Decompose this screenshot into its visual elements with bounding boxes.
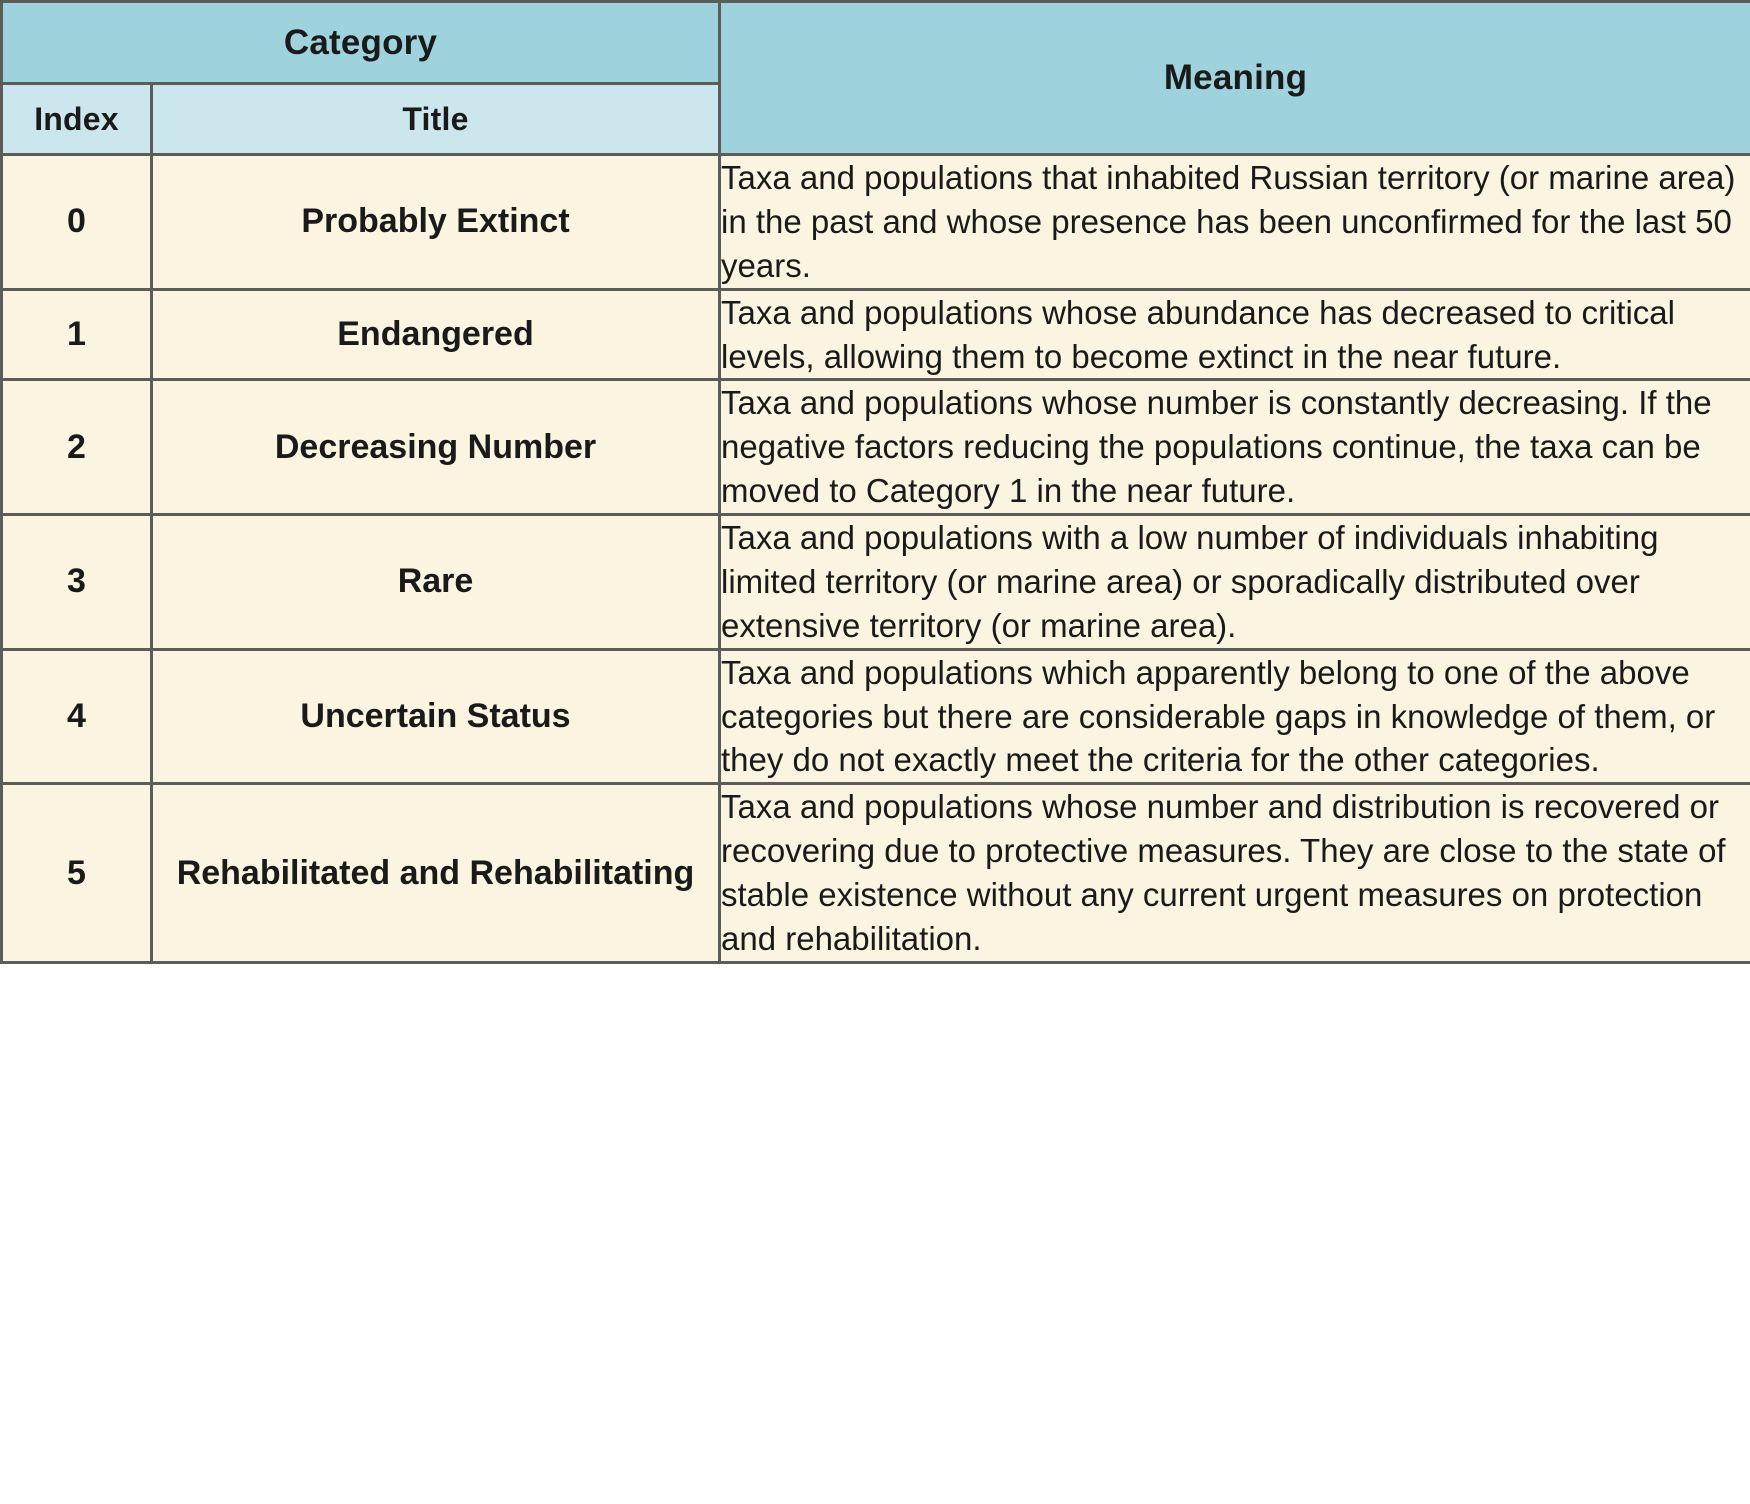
cell-title: Endangered [150,287,721,382]
cell-index: 1 [0,287,153,382]
table-row: 5 Rehabilitated and Rehabilitating Taxa … [0,782,1750,964]
header-category: Category [0,0,721,85]
table-row: 1 Endangered Taxa and populations whose … [0,287,1750,382]
table-row: 4 Uncertain Status Taxa and populations … [0,647,1750,786]
table-row: 0 Probably Extinct Taxa and populations … [0,153,1750,291]
header-title: Title [150,82,721,156]
cell-index: 4 [0,647,153,786]
header-row-top: Category Meaning [0,0,1750,156]
table-row: 3 Rare Taxa and populations with a low n… [0,513,1750,651]
table-body: 0 Probably Extinct Taxa and populations … [0,153,1750,964]
cell-meaning: Taxa and populations which apparently be… [718,647,1750,786]
table-header: Category Meaning Index Title [0,0,1750,156]
category-meaning-table: Category Meaning Index Title 0 Probably … [0,0,1750,964]
cell-title: Decreasing Number [150,378,721,516]
cell-meaning: Taxa and populations whose number is con… [718,378,1750,516]
cell-title: Uncertain Status [150,647,721,786]
cell-index: 5 [0,782,153,964]
header-index: Index [0,82,153,156]
cell-meaning: Taxa and populations that inhabited Russ… [718,153,1750,291]
cell-title: Rehabilitated and Rehabilitating [150,782,721,964]
header-meaning: Meaning [718,0,1750,156]
cell-meaning: Taxa and populations whose number and di… [718,782,1750,964]
cell-meaning: Taxa and populations whose abundance has… [718,287,1750,382]
cell-title: Probably Extinct [150,153,721,291]
cell-index: 0 [0,153,153,291]
cell-meaning: Taxa and populations with a low number o… [718,513,1750,651]
cell-title: Rare [150,513,721,651]
cell-index: 2 [0,378,153,516]
table-row: 2 Decreasing Number Taxa and populations… [0,378,1750,516]
cell-index: 3 [0,513,153,651]
header-row-sub: Index Title [0,82,1750,156]
